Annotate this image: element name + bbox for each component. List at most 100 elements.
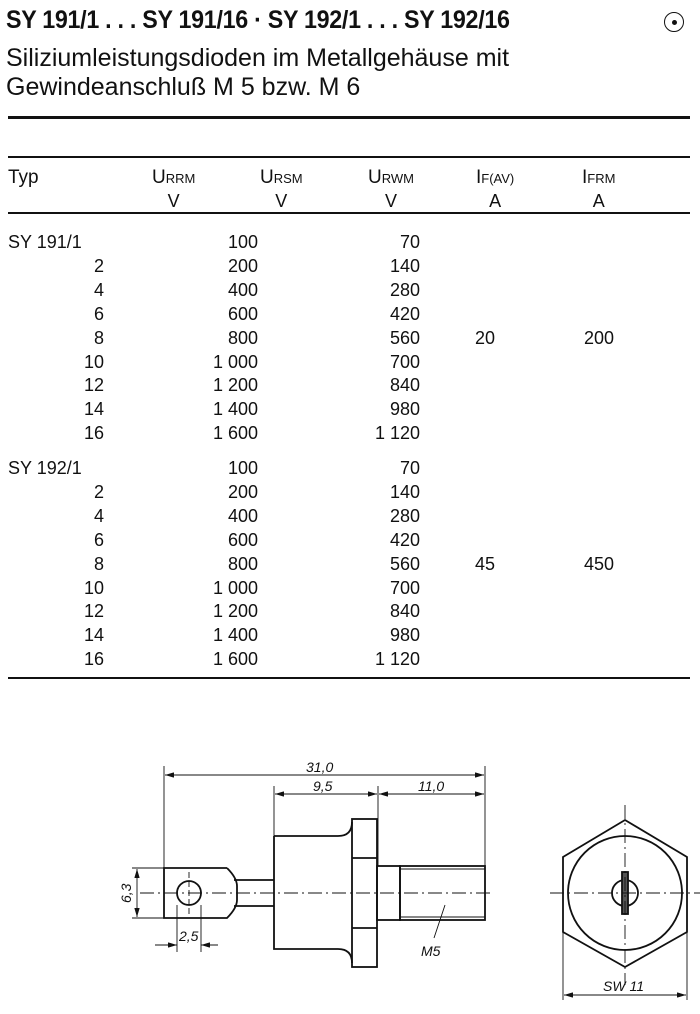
- cell-typ: 6: [93, 529, 104, 550]
- dim-thread-label: 11,0: [418, 778, 444, 794]
- cell-typ: 10: [83, 577, 104, 598]
- cell-urrm: 600: [227, 303, 258, 324]
- cell-typ: 14: [83, 625, 104, 646]
- cell-urwm: 560: [389, 327, 420, 348]
- cell-urrm: 200: [227, 481, 258, 502]
- cell-urrm: 1 400: [212, 625, 258, 646]
- dim-total-label: 31,0: [306, 759, 333, 775]
- cell-typ: 6: [93, 303, 104, 324]
- column-header-ursm: URSM V: [260, 166, 303, 212]
- column-header-ifav: IF(AV) A: [476, 166, 514, 212]
- cell-urrm: 1 400: [212, 399, 258, 420]
- divider: [8, 212, 690, 214]
- cell-urrm: 1 200: [212, 601, 258, 622]
- cell-urrm: 200: [227, 255, 258, 276]
- dim-hole-label: 2,5: [178, 928, 199, 944]
- cell-urrm: 100: [227, 458, 258, 478]
- column-unit: V: [384, 191, 397, 211]
- cell-urwm: 980: [389, 625, 420, 646]
- cell-typ: 4: [93, 279, 104, 300]
- cell-urwm: 280: [389, 279, 420, 300]
- column-symbol: U: [152, 167, 166, 188]
- subtitle-line-2: Gewindeanschluß M 5 bzw. M 6: [6, 73, 361, 101]
- cell-urwm: 700: [389, 351, 420, 372]
- circle-dot-icon: [664, 12, 684, 32]
- column-header-ifrm: IFRM A: [582, 166, 615, 212]
- cell-urwm: 1 120: [374, 423, 420, 444]
- cell-urwm: 560: [389, 553, 420, 574]
- thread-label: M5: [421, 943, 441, 959]
- column-subscript: RSM: [273, 171, 303, 186]
- cell-urwm: 980: [389, 399, 420, 420]
- cell-typ: SY 192/1: [8, 458, 82, 478]
- cell-typ: 4: [93, 505, 104, 526]
- cell-typ: 2: [93, 255, 104, 276]
- column-symbol: U: [260, 167, 274, 188]
- cell-urwm: 280: [389, 505, 420, 526]
- dim-body-label: 9,5: [313, 778, 333, 794]
- cell-urrm: 1 000: [212, 351, 258, 372]
- cell-typ: 16: [83, 423, 104, 444]
- cell-typ: 8: [93, 327, 104, 348]
- cell-typ: SY 191/1: [8, 232, 82, 252]
- column-symbol: I: [582, 167, 588, 188]
- column-subscript: RWM: [381, 171, 414, 186]
- column-unit: A: [592, 191, 605, 211]
- cell-if-av: 20: [475, 327, 496, 348]
- column-symbol: I: [476, 167, 482, 188]
- divider-thick: [8, 116, 690, 119]
- column-symbol: Typ: [8, 167, 39, 188]
- column-header-urwm: URWM V: [368, 166, 414, 212]
- dim-lug-width-label: 6,3: [118, 883, 134, 903]
- cell-ifrm: 450: [584, 553, 615, 574]
- subtitle-line-1: Siliziumleistungsdioden im Metallgehäuse…: [6, 44, 510, 72]
- cell-typ: 10: [83, 351, 104, 372]
- cell-urrm: 1 600: [212, 423, 258, 444]
- column-unit: V: [275, 191, 288, 211]
- diode-body: [273, 821, 353, 964]
- cell-urwm: 700: [389, 577, 420, 598]
- cell-urwm: 70: [399, 458, 420, 478]
- column-header-typ: Typ: [8, 166, 39, 190]
- cell-typ: 14: [83, 399, 104, 420]
- divider: [8, 677, 690, 679]
- cell-urrm: 100: [227, 232, 258, 252]
- lead-stem: [234, 879, 274, 907]
- cell-urwm: 420: [389, 303, 420, 324]
- column-symbol: U: [368, 167, 382, 188]
- column-subscript: FRM: [587, 171, 616, 186]
- cell-if-av: 45: [475, 553, 496, 574]
- column-subscript: RRM: [165, 171, 196, 186]
- cell-urrm: 400: [227, 505, 258, 526]
- cell-typ: 8: [93, 553, 104, 574]
- cell-typ: 12: [83, 601, 104, 622]
- cell-urwm: 840: [389, 375, 420, 396]
- column-header-urrm: URRM V: [152, 166, 195, 212]
- column-subscript: F(AV): [481, 171, 515, 186]
- divider: [8, 156, 690, 158]
- cell-ifrm: 200: [584, 327, 615, 348]
- cell-urwm: 70: [399, 232, 420, 252]
- cell-urwm: 840: [389, 601, 420, 622]
- cell-urwm: 140: [389, 481, 420, 502]
- cell-urwm: 140: [389, 255, 420, 276]
- wrench-size-label: SW 11: [603, 978, 644, 994]
- cell-urrm: 1 200: [212, 375, 258, 396]
- cell-urrm: 800: [227, 553, 258, 574]
- cell-typ: 16: [83, 649, 104, 670]
- cell-typ: 12: [83, 375, 104, 396]
- cell-urrm: 1 600: [212, 649, 258, 670]
- cell-urrm: 400: [227, 279, 258, 300]
- cell-urrm: 1 000: [212, 577, 258, 598]
- page-title: SY 191/1 . . . SY 191/16 · SY 192/1 . . …: [6, 6, 510, 34]
- subtitle: Siliziumleistungsdioden im Metallgehäuse…: [6, 44, 509, 102]
- column-unit: A: [489, 191, 502, 211]
- cell-urwm: 1 120: [374, 649, 420, 670]
- terminal-lug: [163, 867, 238, 919]
- cell-urwm: 420: [389, 529, 420, 550]
- cell-urrm: 600: [227, 529, 258, 550]
- cell-typ: 2: [93, 481, 104, 502]
- column-unit: V: [167, 191, 180, 211]
- cell-urrm: 800: [227, 327, 258, 348]
